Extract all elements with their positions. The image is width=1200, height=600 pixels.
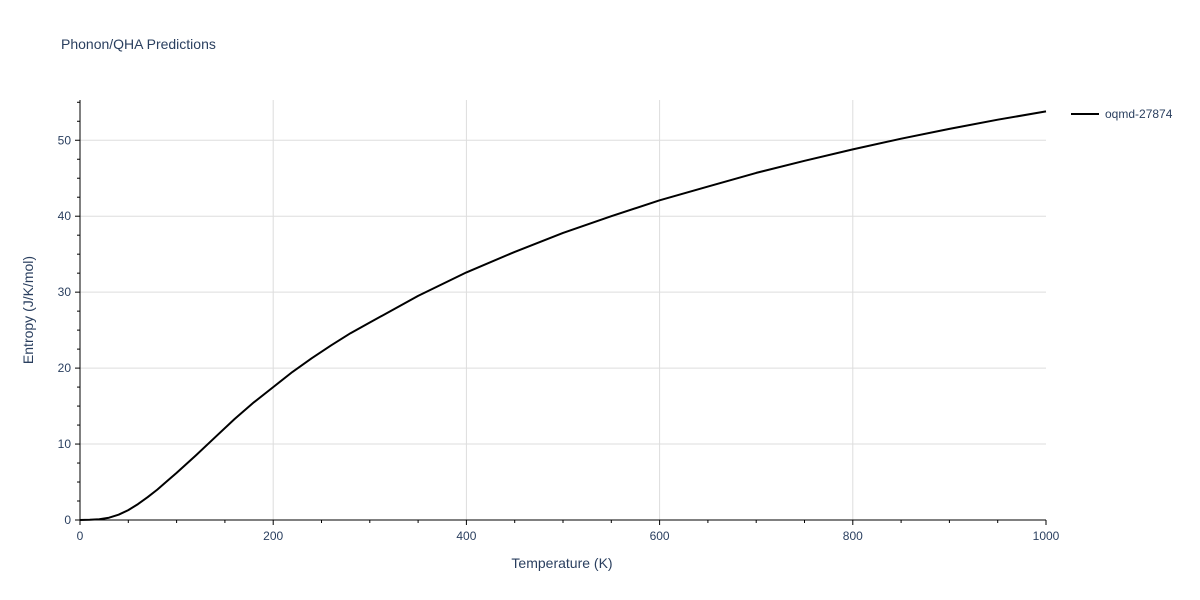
y-tick-label: 0 — [64, 513, 71, 527]
x-tick-label: 800 — [843, 529, 863, 543]
y-axis-title: Entropy (J/K/mol) — [20, 256, 36, 364]
x-tick-label: 400 — [456, 529, 476, 543]
y-tick-label: 50 — [58, 133, 72, 147]
x-tick-label: 200 — [263, 529, 283, 543]
series-layer — [79, 110, 1047, 521]
legend-label: oqmd-27874 — [1105, 107, 1173, 121]
y-tick-label: 40 — [58, 209, 72, 223]
y-tick-label: 20 — [58, 361, 72, 375]
x-axis-title: Temperature (K) — [511, 555, 612, 571]
chart-title: Phonon/QHA Predictions — [61, 36, 216, 52]
x-tick-label: 600 — [650, 529, 670, 543]
y-tick-label: 10 — [58, 437, 72, 451]
x-tick-label: 1000 — [1033, 529, 1060, 543]
axes: 0 200 400 600 800 1000 0 10 20 30 40 50 — [58, 100, 1060, 543]
grid-lines — [80, 100, 1046, 520]
x-tick-label: 0 — [77, 529, 84, 543]
series-line — [79, 110, 1047, 521]
legend[interactable]: oqmd-27874 — [1071, 107, 1173, 121]
y-tick-label: 30 — [58, 285, 72, 299]
